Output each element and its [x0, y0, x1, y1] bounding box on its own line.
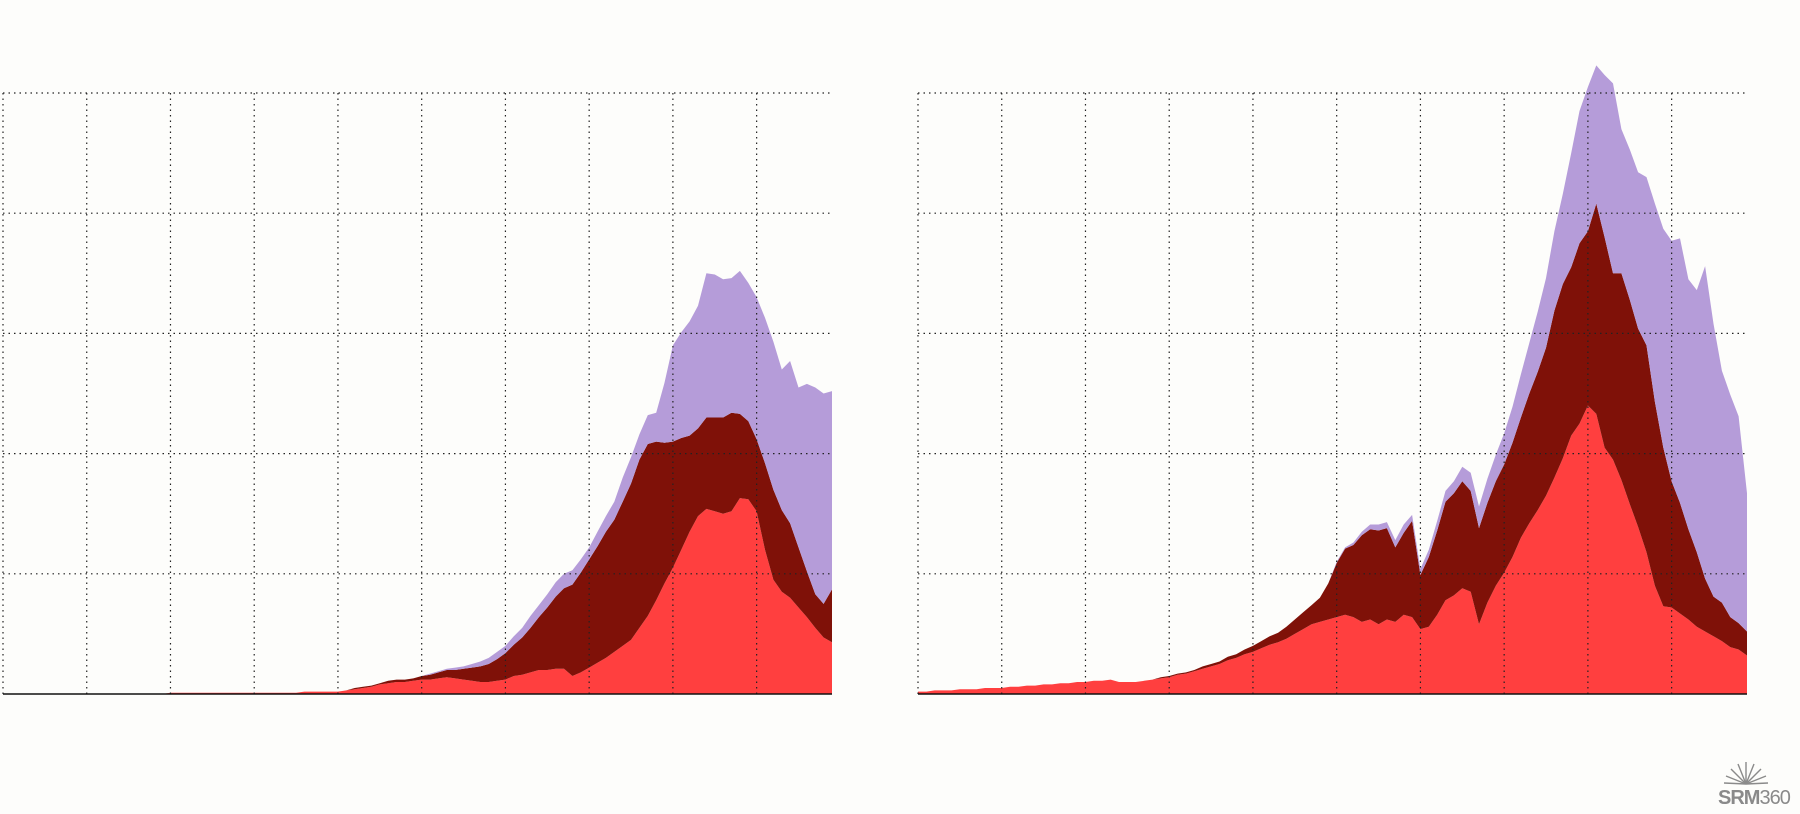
chart-right — [915, 0, 1755, 814]
sunburst-icon — [1723, 762, 1769, 785]
chart-right-canvas — [917, 65, 1747, 695]
logo-text-bold: SRM — [1718, 787, 1760, 809]
logo-text: SRM360 — [1718, 787, 1791, 810]
logo-text-light: 360 — [1759, 787, 1790, 809]
chart-left-area-series-1 — [3, 498, 832, 694]
chart-right-area-series-1 — [918, 405, 1747, 694]
chart-right-area-series-2 — [918, 203, 1747, 692]
chart-right-areas — [918, 65, 1747, 694]
chart-left-area-series-3 — [3, 270, 832, 694]
chart-left-canvas — [2, 92, 832, 695]
srm360-logo: SRM360 — [1718, 760, 1798, 810]
chart-left-gridlines — [2, 92, 832, 694]
chart-left — [0, 0, 840, 814]
chart-left-areas — [3, 270, 832, 694]
chart-right-gridlines — [917, 92, 1747, 694]
chart-left-area-series-2 — [3, 412, 832, 694]
